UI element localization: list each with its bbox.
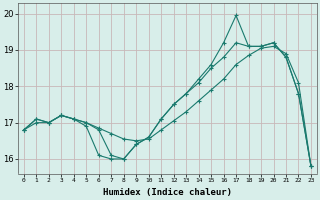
- X-axis label: Humidex (Indice chaleur): Humidex (Indice chaleur): [103, 188, 232, 197]
